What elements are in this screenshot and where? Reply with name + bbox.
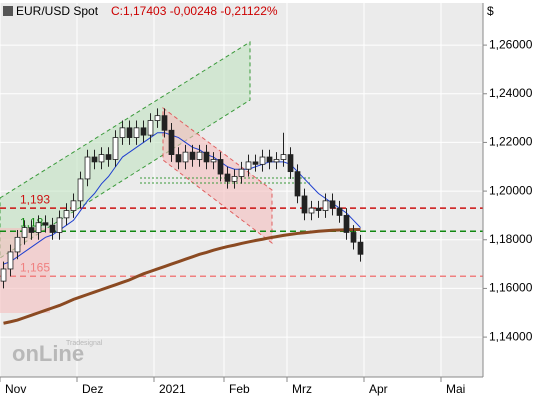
x-tick-label: Apr bbox=[369, 382, 388, 396]
candle-body bbox=[238, 168, 245, 177]
candle-body bbox=[357, 241, 364, 255]
candle-body bbox=[0, 268, 7, 282]
candle-body bbox=[14, 236, 21, 253]
candle-body bbox=[203, 151, 210, 163]
candle-body bbox=[147, 120, 154, 136]
candle-body bbox=[252, 161, 259, 165]
candle-body bbox=[301, 195, 308, 214]
candle-body bbox=[168, 129, 175, 155]
y-tick-label: 1,24000 bbox=[489, 86, 533, 100]
candle-body bbox=[189, 151, 196, 160]
candle-body bbox=[287, 154, 294, 173]
candle-body bbox=[308, 207, 315, 214]
candle-body bbox=[231, 176, 238, 182]
symbol-icon bbox=[3, 6, 13, 16]
candle-body bbox=[98, 154, 105, 163]
candle-body bbox=[7, 251, 14, 270]
y-tick-label: 1,26000 bbox=[489, 37, 533, 51]
candle-body bbox=[105, 154, 112, 160]
candle-body bbox=[77, 178, 84, 202]
y-tick-label: 1,20000 bbox=[489, 183, 533, 197]
candle-body bbox=[63, 210, 70, 219]
candle-body bbox=[112, 137, 119, 160]
x-tick-label: Mai bbox=[446, 382, 465, 396]
candle-body bbox=[140, 127, 147, 136]
candle-body bbox=[336, 207, 343, 216]
x-tick-label: Nov bbox=[5, 382, 26, 396]
candle-body bbox=[245, 161, 252, 170]
candle-body bbox=[259, 156, 266, 165]
candle-body bbox=[224, 173, 231, 182]
candle-body bbox=[175, 154, 182, 163]
candle-body bbox=[56, 217, 63, 233]
down-channel bbox=[162, 106, 273, 245]
candle-body bbox=[119, 127, 126, 138]
y-tick-label: 1,18000 bbox=[489, 232, 533, 246]
candle-body bbox=[133, 127, 140, 138]
candle-body bbox=[196, 151, 203, 160]
candle-body bbox=[21, 227, 28, 238]
indicator-line bbox=[3, 228, 361, 325]
trend-channel bbox=[0, 41, 251, 259]
watermark-text: onLine bbox=[12, 341, 84, 366]
x-tick-label: Mrz bbox=[292, 382, 312, 396]
level-label: 1,165 bbox=[20, 260, 50, 274]
candle-body bbox=[343, 215, 350, 233]
candle-body bbox=[35, 222, 42, 233]
level-label: 1,193 bbox=[20, 192, 50, 206]
candle-body bbox=[294, 171, 301, 197]
chart-title: EUR/USD Spot bbox=[16, 4, 99, 18]
quote: C:1,17403 -0,00248 -0,21122% bbox=[111, 4, 278, 18]
candle-body bbox=[70, 200, 77, 211]
watermark-brand: Tradesignal bbox=[66, 340, 103, 347]
candle-body bbox=[49, 224, 56, 233]
candle-body bbox=[182, 151, 189, 163]
y-tick-label: 1,14000 bbox=[489, 329, 533, 343]
watermark: onLine Tradesignal bbox=[12, 340, 103, 366]
x-tick-label: Dez bbox=[82, 382, 103, 396]
y-tick-label: 1,22000 bbox=[489, 135, 533, 149]
marks bbox=[0, 108, 364, 325]
y-axis-label: $ bbox=[487, 4, 494, 18]
candle-body bbox=[42, 222, 49, 226]
candle-body bbox=[161, 115, 168, 131]
candle-body bbox=[266, 156, 273, 163]
candle-body bbox=[350, 232, 357, 243]
candle-body bbox=[315, 207, 322, 211]
candle-body bbox=[91, 156, 98, 163]
candle-body bbox=[154, 115, 161, 121]
x-tick-label: 2021 bbox=[159, 382, 186, 396]
x-tick-label: Feb bbox=[229, 382, 250, 396]
y-tick-label: 1,16000 bbox=[489, 281, 533, 295]
indicator-line bbox=[3, 132, 361, 265]
candle-body bbox=[280, 154, 287, 160]
candle-body bbox=[273, 159, 280, 163]
candle-body bbox=[322, 200, 329, 211]
candle-body bbox=[84, 156, 91, 180]
candle-body bbox=[329, 200, 336, 209]
candle-body bbox=[210, 159, 217, 163]
candle-body bbox=[126, 127, 133, 138]
candle-body bbox=[217, 159, 224, 175]
candle-body bbox=[28, 227, 35, 233]
